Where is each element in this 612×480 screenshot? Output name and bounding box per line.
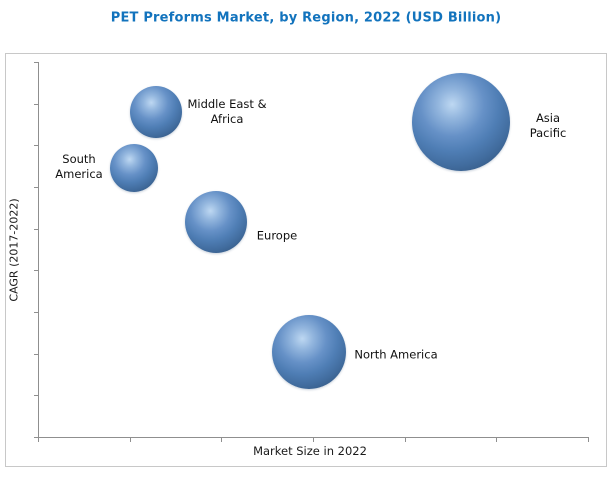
y-axis-tick — [34, 270, 38, 272]
x-axis-tick — [129, 438, 131, 442]
x-axis-tick — [38, 438, 39, 442]
y-axis-tick — [34, 437, 38, 438]
bubble-asia-pacific — [412, 73, 510, 171]
y-axis-tick — [34, 353, 38, 355]
bubble-label-middle-east-africa: Middle East & Africa — [187, 97, 267, 126]
chart-title: PET Preforms Market, by Region, 2022 (US… — [110, 10, 502, 26]
x-axis-line — [38, 437, 589, 438]
y-axis-line — [38, 62, 39, 438]
bubble-label-south-america: South America — [55, 152, 103, 181]
y-axis-tick — [34, 228, 38, 230]
y-axis-tick — [34, 395, 38, 397]
x-axis-tick — [221, 438, 223, 442]
x-axis-tick — [588, 438, 589, 442]
bubble-label-asia-pacific: Asia Pacific — [529, 111, 567, 140]
bubble-label-north-america: North America — [354, 347, 438, 362]
y-axis-tick — [34, 145, 38, 147]
bubble-south-america — [110, 144, 158, 192]
x-axis-label: Market Size in 2022 — [253, 444, 367, 458]
bubble-europe — [185, 191, 247, 253]
x-axis-tick — [496, 438, 498, 442]
bubble-middle-east-africa — [130, 86, 182, 138]
bubble-label-europe: Europe — [256, 228, 298, 243]
y-axis-tick — [34, 62, 38, 63]
y-axis-tick — [34, 103, 38, 105]
x-axis-tick — [313, 438, 314, 442]
y-axis-tick — [34, 187, 38, 188]
x-axis-tick — [404, 438, 406, 442]
y-axis-tick — [34, 312, 38, 313]
y-axis-label: CAGR (2017-2022) — [7, 198, 21, 302]
bubble-north-america — [272, 315, 346, 389]
